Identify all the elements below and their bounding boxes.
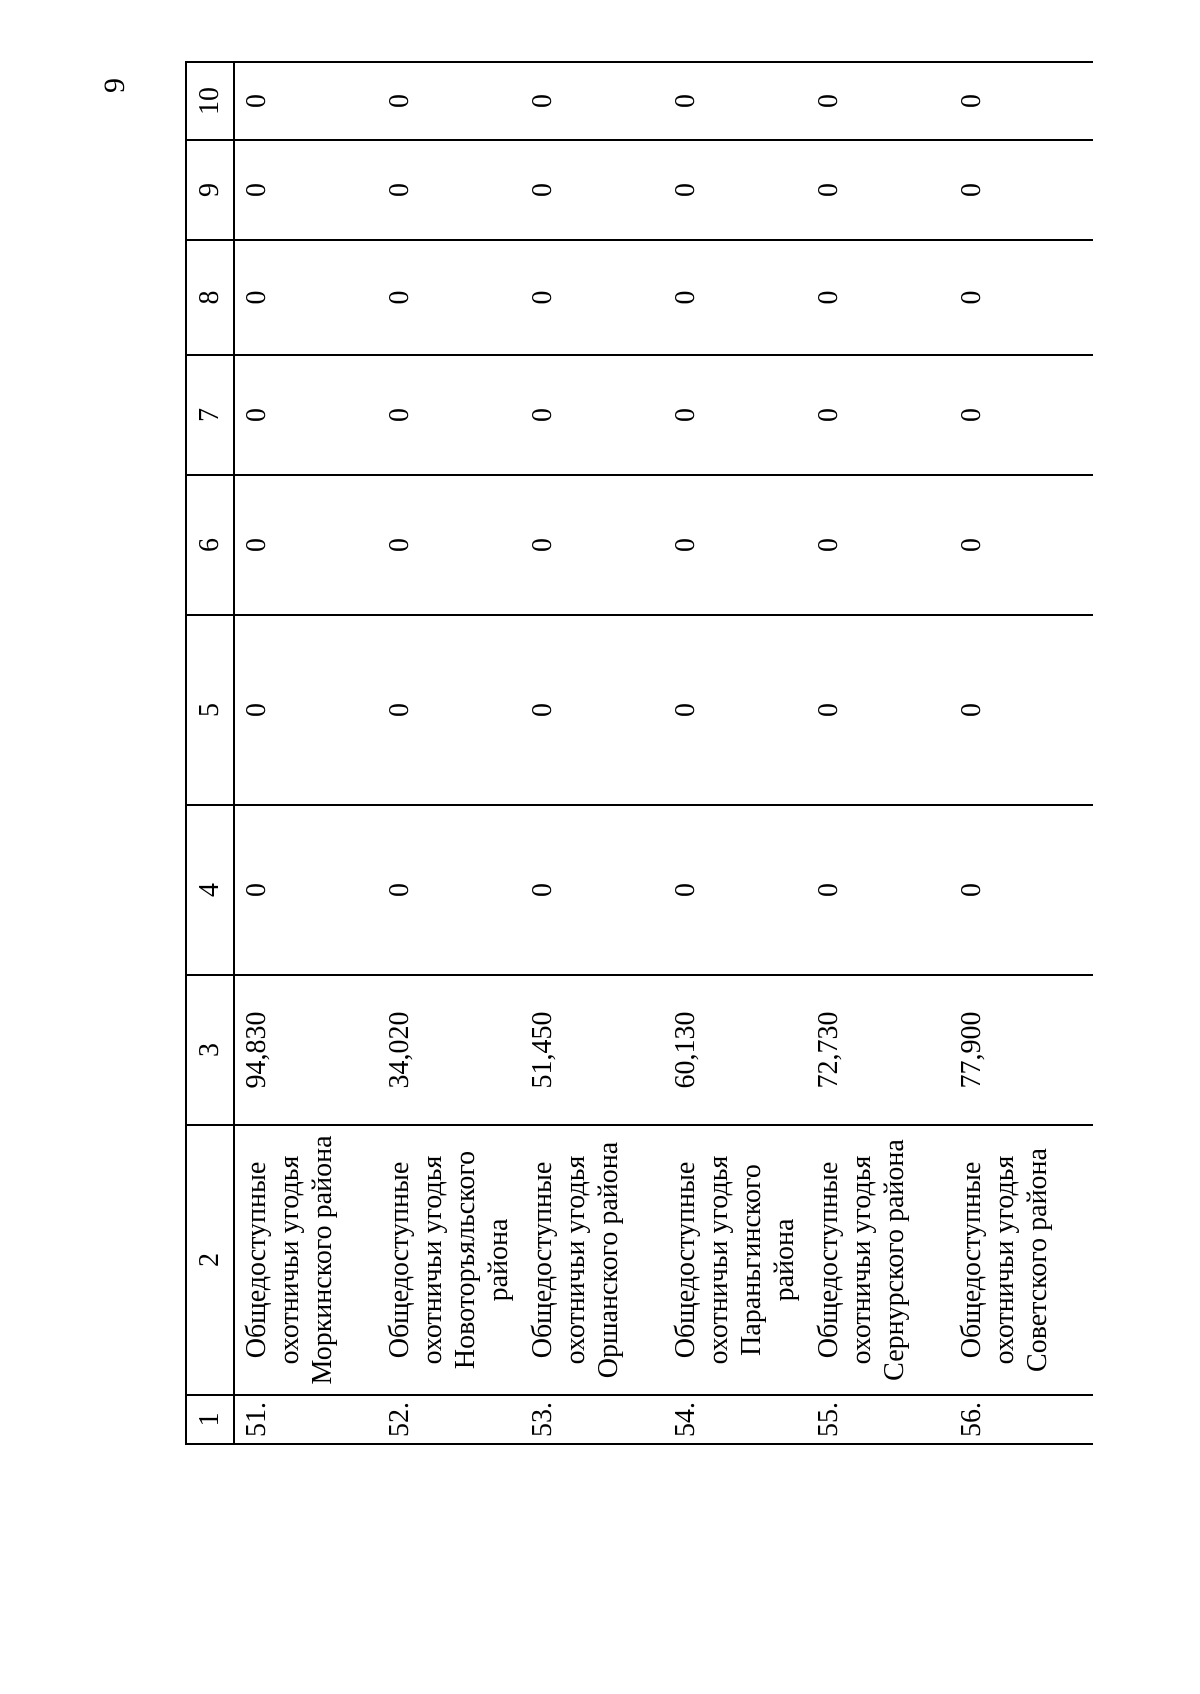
zero-value-cell: 0 <box>234 140 378 240</box>
column-header-3: 3 <box>186 975 234 1125</box>
zero-value-cell: 0 <box>664 475 807 615</box>
zero-value-cell: 0 <box>664 615 807 805</box>
area-name-cell: Общедоступные охотничьи угодья Моркинско… <box>234 1125 378 1395</box>
area-value-cell: 51,450 <box>521 975 664 1125</box>
zero-value-cell: 0 <box>234 615 378 805</box>
column-number-row: 1 2 3 4 5 6 7 8 9 10 <box>186 62 234 1444</box>
column-header-5: 5 <box>186 615 234 805</box>
zero-value-cell: 0 <box>521 240 664 355</box>
column-header-8: 8 <box>186 240 234 355</box>
table-header: 1 2 3 4 5 6 7 8 9 10 <box>186 62 234 1444</box>
zero-value-cell: 0 <box>521 805 664 975</box>
zero-value-cell: 0 <box>521 62 664 140</box>
column-header-10: 10 <box>186 62 234 140</box>
table-row: 54. Общедоступные охотничьи угодья Парань… <box>664 62 807 1444</box>
area-value-cell: 34,020 <box>378 975 521 1125</box>
area-name-cell: Общедоступные охотничьи угодья Параньгин… <box>664 1125 807 1395</box>
zero-value-cell: 0 <box>378 240 521 355</box>
zero-value-cell: 0 <box>950 805 1093 975</box>
zero-value-cell: 0 <box>950 615 1093 805</box>
area-value-cell: 72,730 <box>807 975 950 1125</box>
area-name-cell: Общедоступные охотничьи угодья Оршанског… <box>521 1125 664 1395</box>
column-header-9: 9 <box>186 140 234 240</box>
zero-value-cell: 0 <box>950 140 1093 240</box>
zero-value-cell: 0 <box>234 805 378 975</box>
row-number-cell: 53. <box>521 1395 664 1444</box>
zero-value-cell: 0 <box>521 355 664 475</box>
area-name-cell: Общедоступные охотничьи угодья Новоторъя… <box>378 1125 521 1395</box>
zero-value-cell: 0 <box>807 475 950 615</box>
table-body: 51. Общедоступные охотничьи угодья Моркин… <box>234 62 1093 1444</box>
table-row: 51. Общедоступные охотничьи угодья Моркин… <box>234 62 378 1444</box>
zero-value-cell: 0 <box>950 355 1093 475</box>
table-row: 56. Общедоступные охотничьи угодья Советс… <box>950 62 1093 1444</box>
column-header-7: 7 <box>186 355 234 475</box>
zero-value-cell: 0 <box>664 240 807 355</box>
zero-value-cell: 0 <box>807 805 950 975</box>
hunting-grounds-table: 1 2 3 4 5 6 7 8 9 10 51. Общедоступные охотничьи у… <box>185 61 1093 1445</box>
row-number-cell: 55. <box>807 1395 950 1444</box>
zero-value-cell: 0 <box>378 805 521 975</box>
zero-value-cell: 0 <box>664 140 807 240</box>
zero-value-cell: 0 <box>807 615 950 805</box>
row-number-cell: 52. <box>378 1395 521 1444</box>
zero-value-cell: 0 <box>807 140 950 240</box>
zero-value-cell: 0 <box>807 355 950 475</box>
area-name-cell: Общедоступные охотничьи угодья Сернурско… <box>807 1125 950 1395</box>
area-value-cell: 60,130 <box>664 975 807 1125</box>
row-number-cell: 51. <box>234 1395 378 1444</box>
zero-value-cell: 0 <box>234 475 378 615</box>
zero-value-cell: 0 <box>234 62 378 140</box>
zero-value-cell: 0 <box>664 355 807 475</box>
zero-value-cell: 0 <box>378 475 521 615</box>
column-header-4: 4 <box>186 805 234 975</box>
row-number-cell: 56. <box>950 1395 1093 1444</box>
column-header-2: 2 <box>186 1125 234 1395</box>
zero-value-cell: 0 <box>378 140 521 240</box>
zero-value-cell: 0 <box>234 355 378 475</box>
zero-value-cell: 0 <box>807 240 950 355</box>
area-value-cell: 94,830 <box>234 975 378 1125</box>
area-name-cell: Общедоступные охотничьи угодья Советског… <box>950 1125 1093 1395</box>
table-row: 55. Общедоступные охотничьи угодья Сернур… <box>807 62 950 1444</box>
zero-value-cell: 0 <box>521 615 664 805</box>
table-row: 52. Общедоступные охотничьи угодья Новото… <box>378 62 521 1444</box>
zero-value-cell: 0 <box>664 805 807 975</box>
zero-value-cell: 0 <box>234 240 378 355</box>
zero-value-cell: 0 <box>378 355 521 475</box>
column-header-6: 6 <box>186 475 234 615</box>
column-header-1: 1 <box>186 1395 234 1444</box>
zero-value-cell: 0 <box>521 475 664 615</box>
zero-value-cell: 0 <box>664 62 807 140</box>
zero-value-cell: 0 <box>378 615 521 805</box>
zero-value-cell: 0 <box>378 62 521 140</box>
zero-value-cell: 0 <box>950 62 1093 140</box>
table-row: 53. Общедоступные охотничьи угодья Оршанс… <box>521 62 664 1444</box>
page-number: 9 <box>98 78 131 93</box>
zero-value-cell: 0 <box>950 240 1093 355</box>
zero-value-cell: 0 <box>807 62 950 140</box>
row-number-cell: 54. <box>664 1395 807 1444</box>
zero-value-cell: 0 <box>521 140 664 240</box>
area-value-cell: 77,900 <box>950 975 1093 1125</box>
zero-value-cell: 0 <box>950 475 1093 615</box>
